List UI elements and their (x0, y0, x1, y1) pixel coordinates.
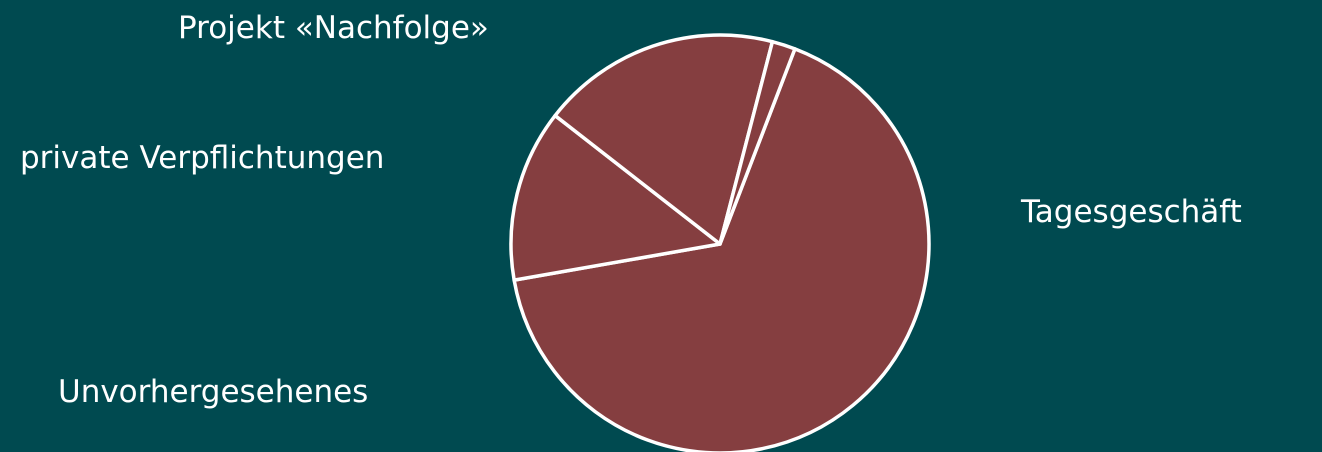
pie-slice-private-verpflichtungen (553, 33, 775, 246)
pie-slice-unvorhergesehenes (509, 113, 722, 282)
slice-label-unvorhergesehenes: Unvorhergesehenes (58, 374, 369, 410)
pie-slice-projekt-nachfolge (718, 39, 797, 246)
slice-label-projekt-nachfolge: Projekt «Nachfolge» (178, 10, 489, 46)
pie-slice-tagesgesch-ft (512, 47, 931, 452)
slice-label-tagesgeschaeft: Tagesgeschäft (1021, 194, 1242, 230)
slice-label-private-verpflichtungen: private Verpflichtungen (20, 140, 385, 176)
